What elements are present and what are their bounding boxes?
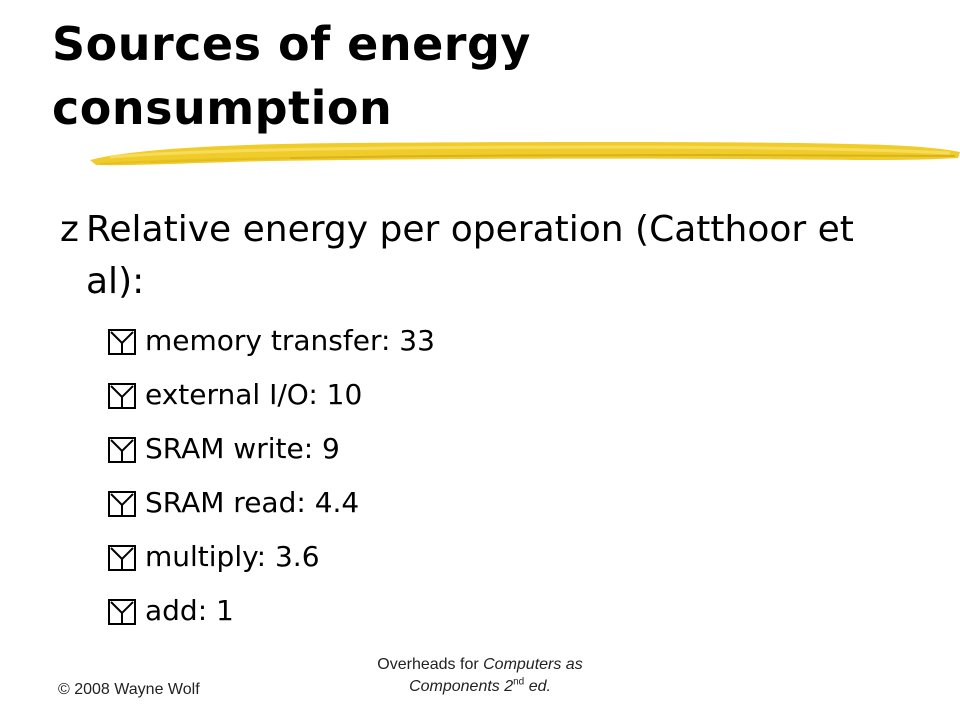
- footer-book-title-part2: Components 2: [409, 678, 514, 695]
- sub-bullet-item: SRAM write: 9: [108, 422, 888, 476]
- sub-bullet-item: add: 1: [108, 584, 888, 638]
- footer-edition-superscript: nd: [513, 676, 525, 688]
- checkbox-y-icon: [108, 491, 136, 517]
- footer-copyright: © 2008 Wayne Wolf: [58, 681, 200, 698]
- footer-book-reference: Overheads for Computers as Components 2n…: [330, 654, 630, 698]
- main-bullet: z Relative energy per operation (Catthoo…: [60, 204, 920, 308]
- sub-bullet-list: memory transfer: 33 external I/O: 10 SRA…: [108, 314, 888, 638]
- main-bullet-line-2: al):: [86, 261, 145, 302]
- footer-line-2: Components 2nd ed.: [330, 676, 630, 698]
- sub-bullet-item: multiply: 3.6: [108, 530, 888, 584]
- checkbox-y-icon: [108, 383, 136, 409]
- footer-book-title-part1: Computers as: [483, 656, 583, 673]
- sub-bullet-text: SRAM write: 9: [145, 432, 340, 465]
- sub-bullet-item: SRAM read: 4.4: [108, 476, 888, 530]
- checkbox-y-icon: [108, 545, 136, 571]
- footer-prefix: Overheads for: [377, 656, 484, 673]
- title-line-2: consumption: [52, 81, 393, 135]
- footer-edition-suffix: ed.: [524, 678, 551, 695]
- sub-bullet-text: add: 1: [145, 594, 234, 627]
- sub-bullet-item: memory transfer: 33: [108, 314, 888, 368]
- title-underline-brush: [90, 142, 960, 166]
- sub-bullet-text: multiply: 3.6: [145, 540, 320, 573]
- checkbox-y-icon: [108, 437, 136, 463]
- sub-bullet-item: external I/O: 10: [108, 368, 888, 422]
- title-line-1: Sources of energy: [52, 17, 531, 71]
- bullet-z-marker: z: [60, 209, 79, 250]
- checkbox-y-icon: [108, 329, 136, 355]
- main-bullet-line-1: Relative energy per operation (Catthoor …: [86, 209, 854, 250]
- checkbox-y-icon: [108, 599, 136, 625]
- sub-bullet-text: SRAM read: 4.4: [145, 486, 360, 519]
- sub-bullet-text: memory transfer: 33: [145, 324, 435, 357]
- slide-title: Sources of energy consumption: [52, 12, 912, 140]
- sub-bullet-text: external I/O: 10: [145, 378, 363, 411]
- footer-line-1: Overheads for Computers as: [330, 654, 630, 676]
- main-bullet-text: Relative energy per operation (Catthoor …: [86, 204, 920, 308]
